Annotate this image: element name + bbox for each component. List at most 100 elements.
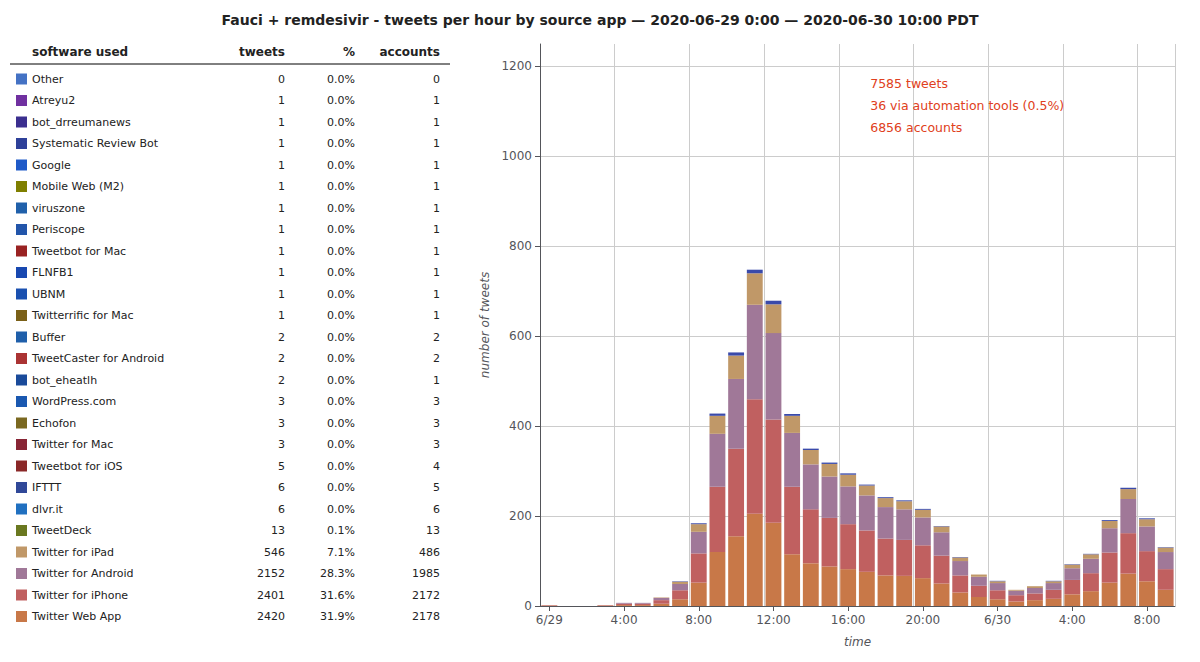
svg-text:1: 1 xyxy=(278,223,285,236)
svg-text:1: 1 xyxy=(278,266,285,279)
svg-text:Atreyu2: Atreyu2 xyxy=(32,94,75,107)
svg-text:1: 1 xyxy=(278,245,285,258)
svg-text:36 via automation tools (0.5%): 36 via automation tools (0.5%) xyxy=(870,98,1064,113)
svg-text:IFTTT: IFTTT xyxy=(32,481,61,494)
svg-text:dlvr.it: dlvr.it xyxy=(32,503,64,516)
svg-text:Twitterrific for Mac: Twitterrific for Mac xyxy=(31,309,134,322)
svg-text:28.3%: 28.3% xyxy=(320,567,355,580)
svg-text:time: time xyxy=(844,635,871,649)
svg-text:6: 6 xyxy=(278,503,285,516)
svg-text:800: 800 xyxy=(509,239,532,253)
svg-text:600: 600 xyxy=(509,329,532,343)
svg-text:7585 tweets: 7585 tweets xyxy=(870,76,948,91)
svg-text:TweetCaster for Android: TweetCaster for Android xyxy=(31,352,164,365)
svg-text:Systematic Review Bot: Systematic Review Bot xyxy=(32,137,159,150)
svg-text:1: 1 xyxy=(278,180,285,193)
svg-text:6856 accounts: 6856 accounts xyxy=(870,120,962,135)
svg-text:2172: 2172 xyxy=(412,589,440,602)
svg-text:200: 200 xyxy=(509,509,532,523)
svg-text:accounts: accounts xyxy=(379,45,440,59)
svg-text:0.0%: 0.0% xyxy=(327,481,355,494)
svg-text:Google: Google xyxy=(32,159,71,172)
svg-text:0.0%: 0.0% xyxy=(327,202,355,215)
svg-text:2: 2 xyxy=(278,352,285,365)
svg-text:tweets: tweets xyxy=(239,45,285,59)
svg-text:0.0%: 0.0% xyxy=(327,395,355,408)
svg-text:3: 3 xyxy=(278,395,285,408)
svg-text:%: % xyxy=(343,45,355,59)
svg-text:1: 1 xyxy=(433,223,440,236)
svg-text:0.0%: 0.0% xyxy=(327,352,355,365)
svg-text:Twitter for iPad: Twitter for iPad xyxy=(31,546,114,559)
svg-text:0: 0 xyxy=(524,599,532,613)
svg-text:2178: 2178 xyxy=(412,610,440,623)
svg-text:Twitter for Android: Twitter for Android xyxy=(31,567,134,580)
svg-text:number of tweets: number of tweets xyxy=(478,272,492,378)
svg-text:12:00: 12:00 xyxy=(756,613,791,627)
svg-text:FLNFB1: FLNFB1 xyxy=(32,266,74,279)
svg-text:TweetDeck: TweetDeck xyxy=(31,524,92,537)
svg-text:UBNM: UBNM xyxy=(32,288,65,301)
svg-text:3: 3 xyxy=(433,438,440,451)
svg-text:6: 6 xyxy=(278,481,285,494)
svg-text:0: 0 xyxy=(278,73,285,86)
svg-text:4: 4 xyxy=(433,460,440,473)
svg-text:13: 13 xyxy=(271,524,285,537)
svg-text:2401: 2401 xyxy=(257,589,285,602)
svg-text:2: 2 xyxy=(433,352,440,365)
svg-text:6/29: 6/29 xyxy=(536,613,563,627)
svg-text:Tweetbot for iOS: Tweetbot for iOS xyxy=(31,460,123,473)
svg-text:20:00: 20:00 xyxy=(906,613,941,627)
svg-text:8:00: 8:00 xyxy=(1134,613,1161,627)
svg-text:2: 2 xyxy=(278,374,285,387)
svg-text:1: 1 xyxy=(278,94,285,107)
svg-text:0.1%: 0.1% xyxy=(327,524,355,537)
svg-text:0.0%: 0.0% xyxy=(327,417,355,430)
svg-text:6/30: 6/30 xyxy=(984,613,1011,627)
svg-text:1: 1 xyxy=(433,245,440,258)
svg-text:0: 0 xyxy=(433,73,440,86)
svg-text:0.0%: 0.0% xyxy=(327,73,355,86)
svg-text:Tweetbot for Mac: Tweetbot for Mac xyxy=(31,245,126,258)
svg-text:3: 3 xyxy=(278,438,285,451)
svg-text:1: 1 xyxy=(278,159,285,172)
svg-text:0.0%: 0.0% xyxy=(327,94,355,107)
svg-text:0.0%: 0.0% xyxy=(327,245,355,258)
svg-text:1: 1 xyxy=(278,288,285,301)
svg-text:Other: Other xyxy=(32,73,64,86)
svg-text:0.0%: 0.0% xyxy=(327,460,355,473)
svg-text:0.0%: 0.0% xyxy=(327,438,355,451)
svg-text:13: 13 xyxy=(426,524,440,537)
svg-text:0.0%: 0.0% xyxy=(327,374,355,387)
svg-text:0.0%: 0.0% xyxy=(327,309,355,322)
svg-text:0.0%: 0.0% xyxy=(327,116,355,129)
svg-text:1: 1 xyxy=(433,288,440,301)
svg-text:1985: 1985 xyxy=(412,567,440,580)
svg-text:1: 1 xyxy=(433,202,440,215)
svg-text:1: 1 xyxy=(433,374,440,387)
svg-text:1: 1 xyxy=(433,309,440,322)
svg-text:2: 2 xyxy=(278,331,285,344)
svg-text:1: 1 xyxy=(433,266,440,279)
svg-text:viruszone: viruszone xyxy=(32,202,85,215)
svg-text:7.1%: 7.1% xyxy=(327,546,355,559)
svg-text:4:00: 4:00 xyxy=(1059,613,1086,627)
svg-text:Echofon: Echofon xyxy=(32,417,76,430)
svg-text:1: 1 xyxy=(278,137,285,150)
svg-text:0.0%: 0.0% xyxy=(327,266,355,279)
svg-text:1: 1 xyxy=(433,180,440,193)
svg-text:1: 1 xyxy=(433,94,440,107)
svg-text:3: 3 xyxy=(433,395,440,408)
svg-text:2152: 2152 xyxy=(257,567,285,580)
svg-text:2: 2 xyxy=(433,331,440,344)
svg-text:2420: 2420 xyxy=(257,610,285,623)
svg-text:1: 1 xyxy=(433,137,440,150)
svg-text:Fauci + remdesivir - tweets pe: Fauci + remdesivir - tweets per hour by … xyxy=(222,12,979,28)
svg-text:5: 5 xyxy=(278,460,285,473)
svg-text:1: 1 xyxy=(433,159,440,172)
svg-text:Twitter Web App: Twitter Web App xyxy=(31,610,121,623)
svg-text:0.0%: 0.0% xyxy=(327,331,355,344)
svg-text:0.0%: 0.0% xyxy=(327,288,355,301)
svg-text:546: 546 xyxy=(264,546,285,559)
svg-text:0.0%: 0.0% xyxy=(327,159,355,172)
